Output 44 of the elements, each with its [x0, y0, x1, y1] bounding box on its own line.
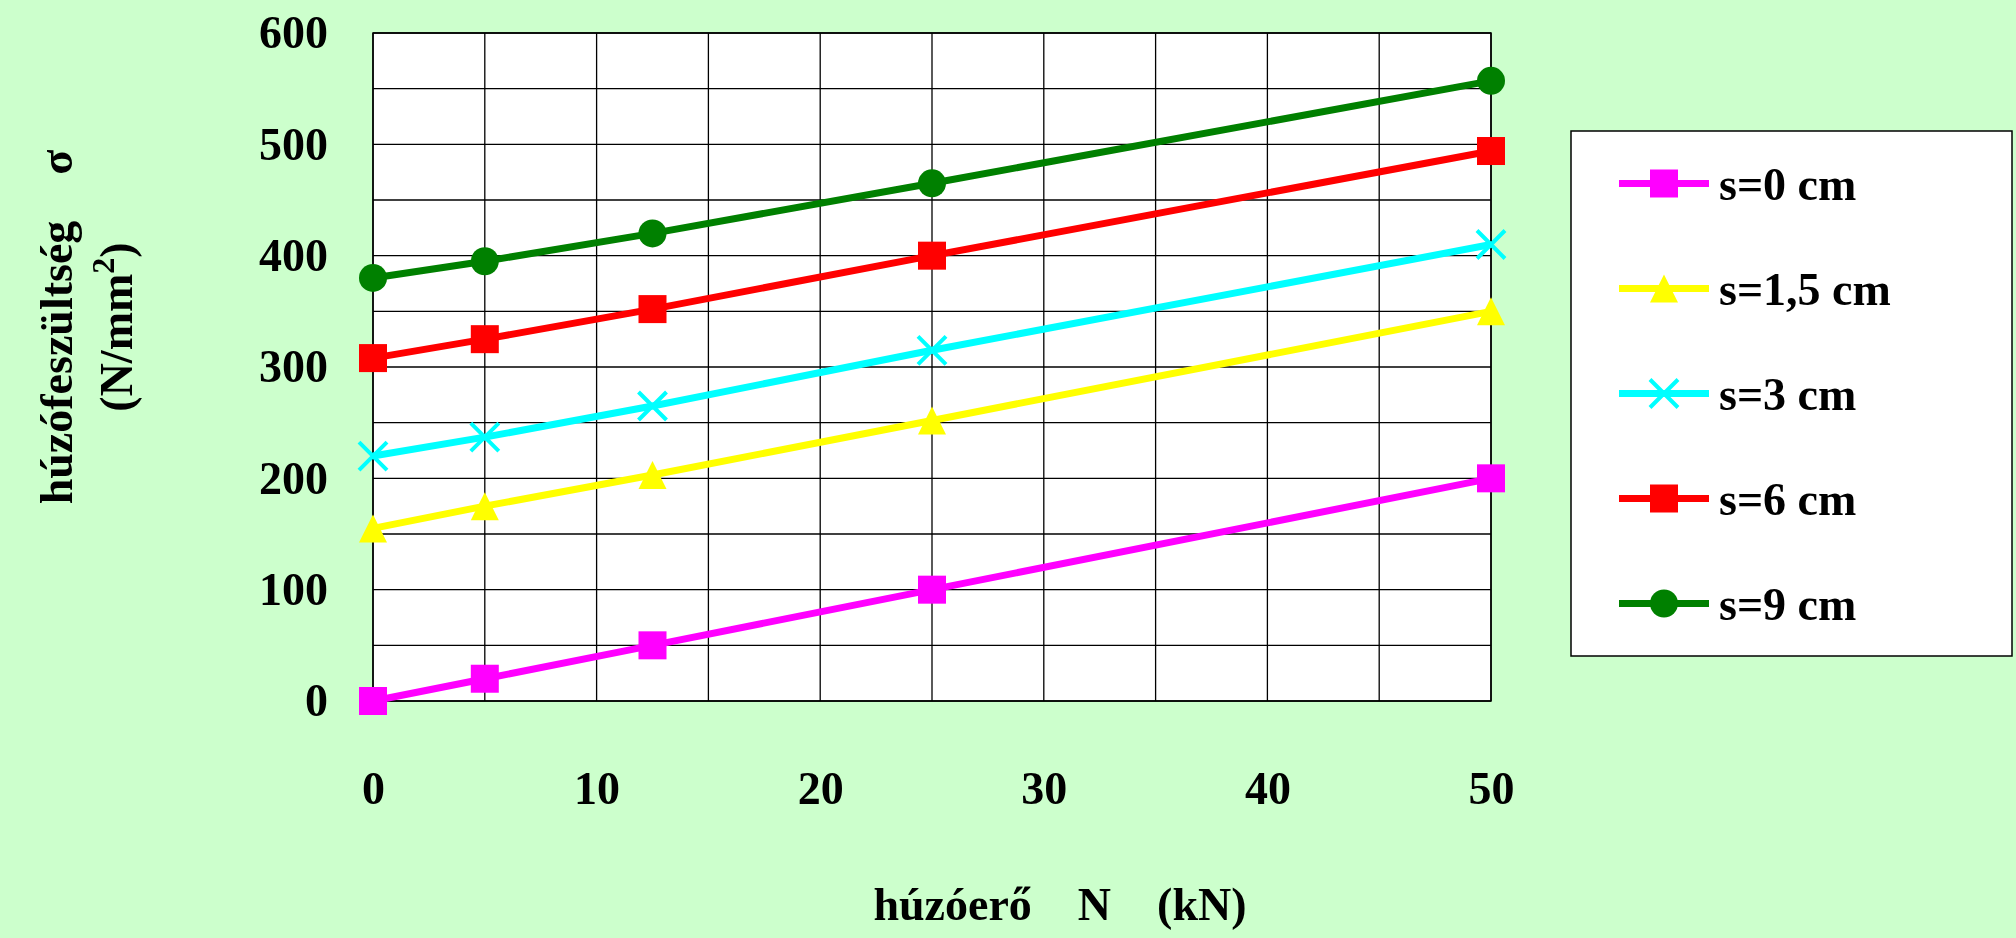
- point: [918, 241, 946, 270]
- y-tick-label: 300: [259, 341, 328, 393]
- point: [1477, 464, 1505, 493]
- point: [470, 664, 499, 693]
- point: [916, 334, 948, 367]
- point: [359, 344, 387, 373]
- point: [470, 247, 499, 276]
- y-tick-label: 600: [259, 7, 328, 59]
- x-tick-label: 30: [1021, 762, 1068, 814]
- x-tick-label: 50: [1468, 762, 1515, 814]
- point: [359, 687, 387, 715]
- point: [1477, 297, 1505, 326]
- y-tick-label: 400: [259, 229, 328, 281]
- x-tick-label: 10: [574, 762, 621, 814]
- legend-label: s=9 cm: [1719, 578, 1857, 630]
- point: [1477, 137, 1505, 166]
- x-tick-label: 20: [797, 762, 844, 814]
- legend-label: s=1,5 cm: [1719, 263, 1891, 315]
- point: [359, 263, 387, 292]
- x-axis-title: húzóerő N (kN): [873, 879, 1247, 930]
- legend-label: s=0 cm: [1719, 158, 1857, 210]
- point: [1475, 228, 1507, 261]
- point: [918, 169, 946, 198]
- x-tick-label: 0: [362, 762, 385, 814]
- legend-label: s=3 cm: [1719, 368, 1857, 420]
- y-tick-label: 500: [259, 118, 328, 170]
- point: [918, 406, 946, 435]
- point: [638, 295, 667, 324]
- point: [638, 631, 667, 660]
- point: [918, 575, 946, 604]
- point: [470, 492, 499, 521]
- y-tick-label: 100: [259, 563, 328, 615]
- point: [1477, 66, 1505, 95]
- x-tick-label: 40: [1244, 762, 1291, 814]
- y-tick-label: 200: [259, 452, 328, 504]
- legend-label: s=6 cm: [1719, 473, 1857, 525]
- point: [468, 421, 501, 454]
- point: [359, 514, 387, 543]
- point: [636, 389, 669, 422]
- point: [357, 440, 389, 473]
- point: [470, 325, 499, 354]
- y-tick-label: 0: [305, 675, 328, 727]
- point: [638, 460, 667, 489]
- point: [638, 219, 667, 248]
